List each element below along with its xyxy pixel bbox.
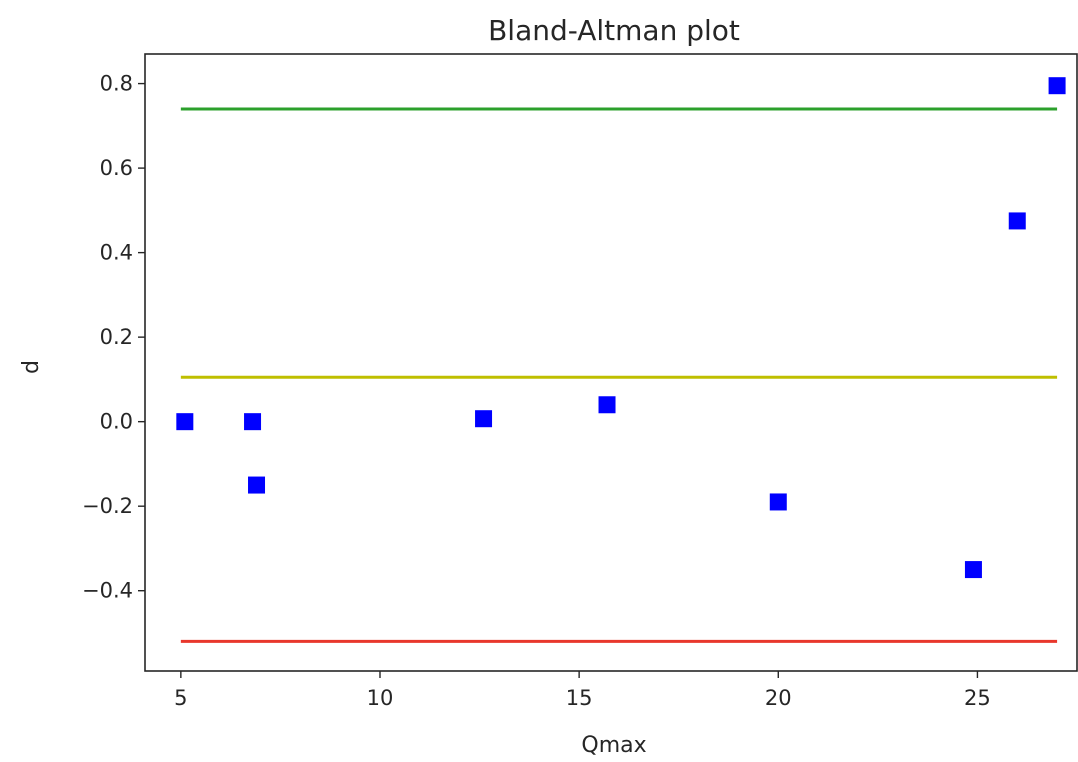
- y-axis: −0.4 −0.2 0.0 0.2 0.4 0.6 0.8: [82, 72, 145, 603]
- y-tick-label: −0.4: [82, 579, 133, 603]
- y-tick-label: 0.4: [100, 241, 133, 265]
- x-tick-label: 25: [964, 686, 991, 710]
- x-axis: 5 10 15 20 25: [174, 671, 991, 710]
- y-tick-label: 0.0: [100, 410, 133, 434]
- y-tick-label: 0.6: [100, 156, 133, 180]
- data-point: [1048, 77, 1066, 95]
- y-axis-label: d: [19, 360, 44, 374]
- data-point: [176, 413, 194, 431]
- plot-frame: [144, 53, 1078, 672]
- data-point: [769, 493, 787, 511]
- x-axis-label: Qmax: [581, 733, 646, 758]
- chart-title: Bland-Altman plot: [488, 14, 740, 47]
- data-point: [1008, 212, 1026, 230]
- data-point: [475, 410, 493, 428]
- data-point: [244, 413, 262, 431]
- x-tick-label: 10: [367, 686, 394, 710]
- y-tick-label: −0.2: [82, 494, 133, 518]
- data-point: [964, 561, 982, 579]
- data-point: [248, 476, 266, 494]
- y-tick-label: 0.2: [100, 325, 133, 349]
- data-point: [598, 396, 616, 414]
- reference-lines: [180, 107, 1058, 643]
- x-tick-label: 15: [566, 686, 593, 710]
- data-points: [176, 77, 1066, 579]
- x-tick-label: 5: [174, 686, 187, 710]
- x-tick-label: 20: [765, 686, 792, 710]
- y-tick-label: 0.8: [100, 72, 133, 96]
